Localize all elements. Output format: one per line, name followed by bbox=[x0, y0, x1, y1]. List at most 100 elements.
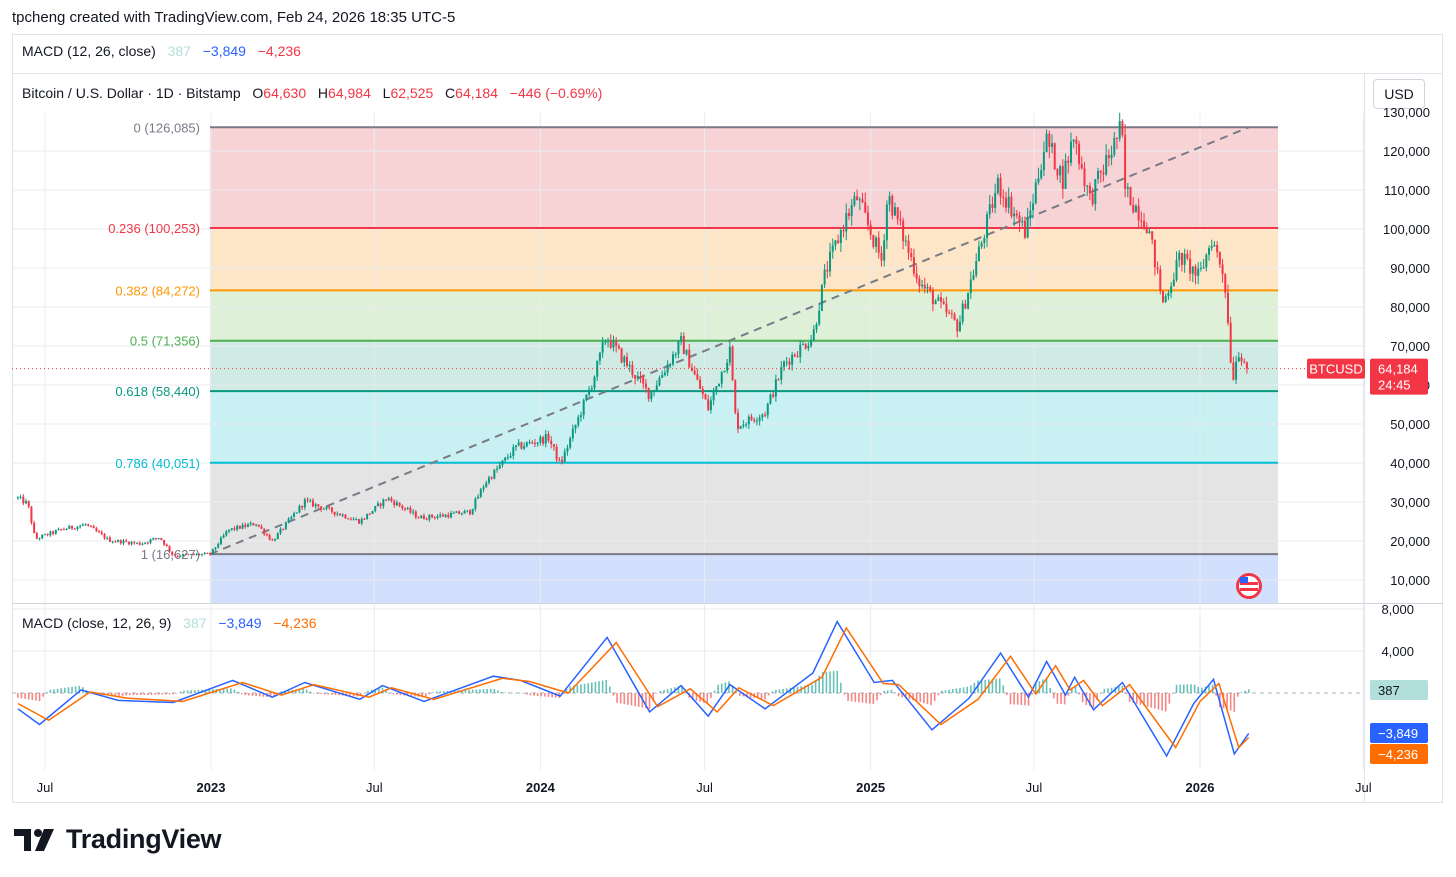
candle-body-34 bbox=[108, 537, 111, 542]
currency-button[interactable]: USD bbox=[1373, 79, 1425, 109]
candle-body-383 bbox=[1053, 143, 1056, 170]
candle-body-299 bbox=[826, 269, 829, 272]
macd-pane-legend[interactable]: MACD (close, 12, 26, 9) 387 −3,849 −4,23… bbox=[22, 615, 317, 631]
candle-body-267 bbox=[739, 426, 742, 429]
candle-body-340 bbox=[937, 297, 940, 301]
macd-hist-bar-80 bbox=[305, 689, 308, 693]
macd-hist-bar-58 bbox=[226, 688, 229, 693]
price-tick-9: 100,000 bbox=[1383, 222, 1430, 237]
candle-body-409 bbox=[1124, 135, 1127, 189]
candle-body-153 bbox=[431, 514, 434, 518]
macd-hist-bar-227 bbox=[836, 670, 839, 693]
time-axis: Jul 2023 Jul 2024 Jul 2025 Jul 2026 Jul bbox=[37, 780, 1372, 795]
candle-body-356 bbox=[980, 242, 983, 247]
candle-body-227 bbox=[631, 364, 634, 376]
macd-top-legend[interactable]: MACD (12, 26, close) 387 −3,849 −4,236 bbox=[22, 43, 301, 59]
time-tick-4: Jul bbox=[696, 780, 713, 795]
candle-body-44 bbox=[136, 542, 139, 544]
macd-hist-bar-330 bbox=[1208, 685, 1210, 693]
candle-body-398 bbox=[1094, 179, 1097, 205]
macd-hist-bar-231 bbox=[850, 693, 853, 702]
macd-hist-bar-255 bbox=[937, 693, 940, 696]
symbol-legend[interactable]: Bitcoin / U.S. Dollar · 1D · Bitstamp O6… bbox=[22, 85, 602, 101]
candle-body-24 bbox=[81, 524, 84, 526]
candle-body-234 bbox=[650, 391, 653, 400]
candle-body-182 bbox=[509, 455, 512, 458]
candle-body-339 bbox=[934, 300, 937, 305]
candle-body-212 bbox=[590, 388, 593, 390]
candle-body-391 bbox=[1075, 139, 1078, 144]
candle-body-189 bbox=[528, 442, 531, 444]
macd-hist-bar-127 bbox=[475, 689, 478, 693]
macd-hist-bar-221 bbox=[814, 680, 817, 693]
candle-body-38 bbox=[119, 540, 122, 544]
macd-hist-bar-115 bbox=[432, 692, 434, 693]
candle-body-152 bbox=[428, 514, 431, 520]
candle-body-156 bbox=[439, 514, 442, 517]
macd-hist-bar-25 bbox=[107, 693, 109, 696]
macd-hist-bar-147 bbox=[547, 693, 550, 697]
macd-hist-bar-250 bbox=[919, 693, 922, 703]
candle-body-91 bbox=[263, 528, 266, 535]
candle-body-230 bbox=[639, 376, 642, 378]
candle-body-361 bbox=[994, 193, 997, 208]
candle-body-427 bbox=[1172, 279, 1175, 287]
macd-hist-bar-220 bbox=[811, 684, 813, 693]
candle-body-174 bbox=[487, 477, 490, 483]
macd-hist-bar-157 bbox=[583, 683, 586, 693]
candle-body-79 bbox=[230, 528, 233, 530]
macd-hist-bar-60 bbox=[233, 689, 236, 693]
candle-body-381 bbox=[1048, 133, 1051, 147]
macd-hist-bar-113 bbox=[424, 693, 427, 697]
candle-body-400 bbox=[1099, 170, 1102, 173]
candle-body-334 bbox=[921, 284, 924, 287]
candle-body-218 bbox=[607, 340, 610, 342]
macd-hist-bar-63 bbox=[244, 693, 247, 696]
candle-body-18 bbox=[65, 528, 68, 530]
macd-hist-bar-324 bbox=[1186, 684, 1189, 693]
macd-hist-bar-126 bbox=[471, 689, 474, 693]
candle-body-298 bbox=[823, 269, 826, 285]
candle-body-134 bbox=[379, 503, 382, 507]
tradingview-logo: TradingView bbox=[14, 824, 222, 855]
candle-body-425 bbox=[1167, 293, 1170, 297]
candle-body-139 bbox=[393, 500, 396, 506]
macd-hist-bar-216 bbox=[796, 686, 799, 693]
macd-hist-bar-285 bbox=[1045, 677, 1048, 693]
candle-body-51 bbox=[154, 538, 157, 540]
macd-hist-bar-117 bbox=[439, 691, 442, 693]
candle-body-150 bbox=[422, 515, 425, 520]
macd-hist-bar-213 bbox=[785, 688, 788, 693]
macd-hist-bar-188 bbox=[695, 693, 698, 701]
macd-hist-bar-232 bbox=[854, 693, 857, 702]
time-tick-3: 2024 bbox=[526, 780, 556, 795]
macd-hist-bar-327 bbox=[1197, 686, 1199, 693]
candle-body-297 bbox=[820, 284, 823, 311]
candle-body-350 bbox=[964, 303, 967, 309]
candle-body-155 bbox=[436, 516, 439, 518]
candle-body-252 bbox=[699, 379, 702, 389]
macd-hist-bar-283 bbox=[1038, 681, 1041, 693]
candle-body-281 bbox=[777, 379, 780, 381]
last-price-tag-bg bbox=[1370, 358, 1428, 395]
candle-body-12 bbox=[49, 531, 52, 536]
macd-hist-bar-303 bbox=[1110, 687, 1113, 693]
macd-hist-bar-274 bbox=[1006, 693, 1008, 695]
candle-body-158 bbox=[444, 514, 447, 517]
candle-body-358 bbox=[986, 214, 989, 239]
candle-body-235 bbox=[653, 390, 656, 392]
candle-body-190 bbox=[531, 442, 534, 444]
candle-body-217 bbox=[604, 341, 607, 343]
candle-body-160 bbox=[450, 512, 453, 518]
candle-body-67 bbox=[198, 553, 201, 556]
candle-body-114 bbox=[325, 506, 328, 509]
macd-hist-bar-271 bbox=[995, 678, 997, 693]
macd-hist-bar-48 bbox=[190, 690, 192, 693]
candle-body-439 bbox=[1205, 254, 1208, 268]
candle-body-424 bbox=[1164, 296, 1167, 302]
macd-hist-bar-96 bbox=[363, 693, 366, 694]
macd-hist-bar-245 bbox=[901, 693, 904, 698]
macd-hist-bar-248 bbox=[912, 693, 914, 701]
candle-body-197 bbox=[550, 440, 553, 445]
